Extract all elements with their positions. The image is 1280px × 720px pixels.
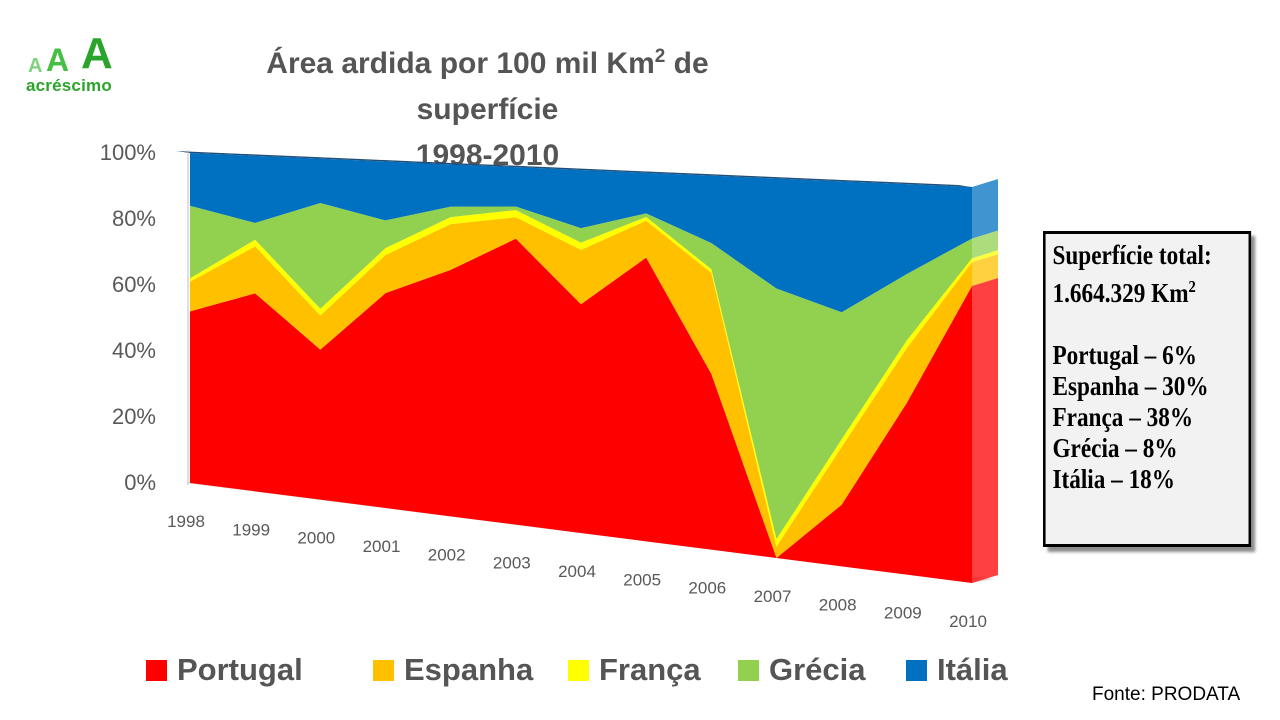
logo-letter-small: A [28, 55, 43, 77]
area-depth-grcia [972, 230, 998, 259]
legend-swatch [738, 659, 759, 681]
summary-item-italia: Itália – 18% [1052, 464, 1176, 494]
legend-item-portugal: Portugal [146, 650, 303, 690]
x-tick-label: 2009 [884, 604, 922, 623]
x-tick-label: 2003 [493, 554, 531, 573]
summary-item-grecia: Grécia – 8% [1052, 433, 1178, 463]
legend-swatch [906, 659, 927, 681]
summary-item-franca: França – 38% [1052, 402, 1194, 432]
legend-item-frana: França [568, 650, 701, 690]
x-tick-label: 2006 [688, 579, 726, 598]
x-tick-label: 2007 [754, 587, 792, 606]
x-tick-label: 2001 [363, 537, 401, 556]
logo-letter-medium: A [46, 42, 70, 78]
y-tick-label: 80% [112, 206, 156, 231]
summary-item-portugal: Portugal – 6% [1052, 340, 1197, 370]
area-series-espanha [190, 217, 972, 558]
summary-spacer [1052, 309, 1248, 340]
legend-swatch [373, 659, 394, 681]
y-tick-label: 0% [124, 470, 156, 495]
legend-item-itlia: Itália [906, 650, 1008, 690]
legend-swatch [568, 659, 589, 681]
summary-total-superscript: 2 [1188, 277, 1196, 296]
area-series-portugal [190, 238, 972, 583]
x-tick-label: 2000 [297, 529, 335, 548]
x-tick-label: 2010 [949, 612, 987, 631]
x-tick-label: 2004 [558, 562, 596, 581]
chart-title-line1: Área ardida por 100 mil Km2 de superfíci… [200, 34, 775, 133]
chart-title: Área ardida por 100 mil Km2 de superfíci… [200, 34, 775, 179]
legend-label: Grécia [769, 652, 866, 687]
legend-item-grcia: Grécia [738, 650, 866, 690]
y-tick-label: 20% [112, 404, 156, 429]
logo-wordmark: acréscimo [26, 76, 112, 95]
legend-label: França [599, 652, 701, 687]
logo-letter-large: A [81, 29, 113, 78]
area-depth-frana [972, 250, 998, 263]
area-depth-itlia [972, 179, 998, 239]
acrescimo-logo: A A A acréscimo [26, 29, 126, 96]
y-tick-label: 40% [112, 338, 156, 363]
x-tick-label: 2008 [819, 595, 857, 614]
x-tick-label: 2005 [623, 570, 661, 589]
y-tick-label: 100% [100, 140, 156, 165]
title-superscript: 2 [654, 46, 666, 67]
x-tick-label: 1999 [232, 520, 270, 539]
area-series-grcia [190, 202, 972, 540]
area-depth-portugal [972, 278, 998, 583]
legend-label: Portugal [177, 652, 303, 687]
summary-title: Superfície total: [1052, 240, 1212, 270]
legend-item-espanha: Espanha [373, 650, 533, 690]
legend-label: Espanha [404, 652, 534, 687]
area-top-edge [176, 151, 972, 187]
source-note: Fonte: PRODATA [1092, 684, 1241, 705]
area-depth-espanha [972, 254, 998, 286]
title-suffix: de superfície [416, 47, 709, 126]
legend-swatch [146, 659, 167, 681]
y-tick-label: 60% [112, 272, 156, 297]
area-series-itlia [190, 153, 972, 313]
title-prefix: Área ardida por 100 mil Km [266, 47, 655, 80]
x-tick-label: 1998 [167, 512, 205, 531]
chart-legend: Portugal Espanha França Grécia Itália [146, 650, 1026, 690]
summary-item-espanha: Espanha – 30% [1052, 371, 1209, 401]
legend-label: Itália [937, 652, 1008, 687]
summary-total-value: 1.664.329 Km [1052, 278, 1189, 308]
summary-total: 1.664.329 Km2 [1052, 271, 1248, 309]
x-tick-label: 2002 [428, 545, 466, 564]
summary-box: Superfície total: 1.664.329 Km2 Portugal… [1043, 231, 1252, 547]
